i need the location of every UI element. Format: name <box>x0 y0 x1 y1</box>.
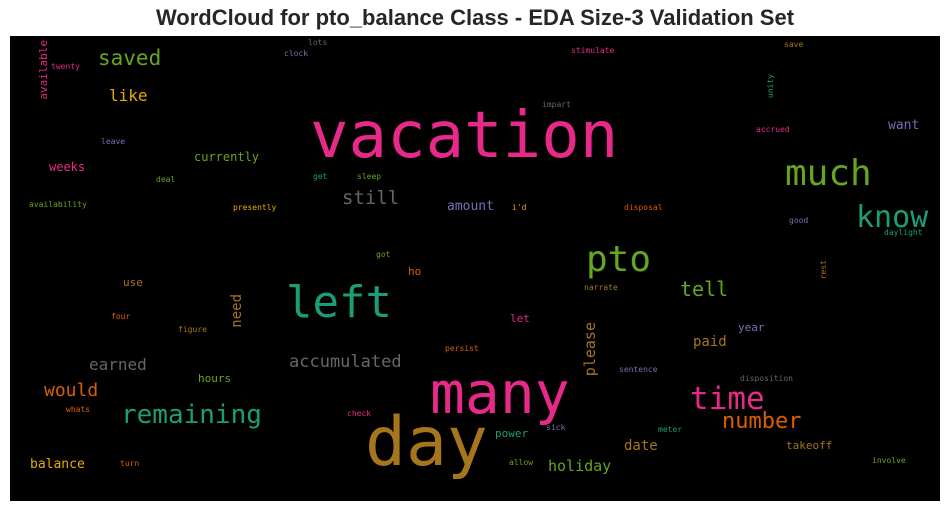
word-paid: paid <box>693 334 727 350</box>
word-narrate: narrate <box>584 283 618 292</box>
word-amount: amount <box>447 199 494 214</box>
word-ho: ho <box>408 265 422 278</box>
word-rest: rest <box>819 260 828 280</box>
word-much: much <box>785 153 872 194</box>
word-deal: deal <box>156 175 176 184</box>
word-turn: turn <box>120 459 140 468</box>
word-takeoff: takeoff <box>786 439 833 452</box>
word-vacation: vacation <box>310 99 619 173</box>
word-whats: whats <box>66 405 91 414</box>
word-left: left <box>286 277 392 328</box>
word-availability: availability <box>29 200 87 209</box>
word-like: like <box>109 86 148 105</box>
word-let: let <box>510 312 530 325</box>
wordcloud-canvas: vacation many day left pto much know tim… <box>10 36 940 501</box>
word-figure: figure <box>178 325 207 334</box>
word-day: day <box>365 403 488 482</box>
word-tell: tell <box>680 277 729 301</box>
word-persist: persist <box>445 344 479 353</box>
word-disposal: disposal <box>624 203 663 212</box>
word-i-d: i'd <box>512 203 527 212</box>
word-got: got <box>376 250 391 259</box>
word-know: know <box>856 200 929 235</box>
word-good: good <box>789 216 809 225</box>
word-sick: sick <box>546 423 566 432</box>
word-many: many <box>430 359 570 427</box>
word-leave: leave <box>101 137 126 146</box>
word-impart: impart <box>542 100 571 109</box>
word-saved: saved <box>98 46 162 70</box>
word-accrued: accrued <box>756 125 790 134</box>
word-balance: balance <box>30 457 85 472</box>
word-save: save <box>784 40 804 49</box>
word-year: year <box>738 321 765 334</box>
word-currently: currently <box>194 150 260 164</box>
word-hours: hours <box>198 372 232 385</box>
word-clock: clock <box>284 49 309 58</box>
word-power: power <box>495 427 529 440</box>
word-sentence: sentence <box>619 365 658 374</box>
word-unity: unity <box>766 74 775 99</box>
word-want: want <box>888 118 920 133</box>
word-involve: involve <box>872 456 906 465</box>
word-use: use <box>123 276 143 289</box>
word-time: time <box>690 381 765 417</box>
word-still: still <box>342 187 400 209</box>
word-sleep: sleep <box>357 172 382 181</box>
word-allow: allow <box>509 458 534 467</box>
word-available: available <box>37 40 50 100</box>
word-would: would <box>44 380 99 401</box>
word-lots: lots <box>308 38 328 47</box>
word-disposition: disposition <box>740 374 793 383</box>
word-remaining: remaining <box>121 400 262 430</box>
word-get: get <box>313 172 328 181</box>
word-four: four <box>111 312 131 321</box>
word-earned: earned <box>89 355 147 374</box>
chart-title: WordCloud for pto_balance Class - EDA Si… <box>155 5 795 30</box>
word-holiday: holiday <box>548 457 612 475</box>
word-presently: presently <box>233 203 277 212</box>
word-stimulate: stimulate <box>571 46 615 55</box>
word-accumulated: accumulated <box>289 352 402 372</box>
word-daylight: daylight <box>884 228 923 237</box>
word-date: date <box>624 438 658 454</box>
word-need: need <box>229 294 245 328</box>
word-meter: meter <box>658 425 683 434</box>
word-pto: pto <box>586 239 652 280</box>
word-number: number <box>722 409 802 434</box>
word-check: check <box>347 409 372 418</box>
word-please: please <box>581 322 599 377</box>
word-weeks: weeks <box>49 160 86 174</box>
word-twenty: twenty <box>51 62 80 71</box>
